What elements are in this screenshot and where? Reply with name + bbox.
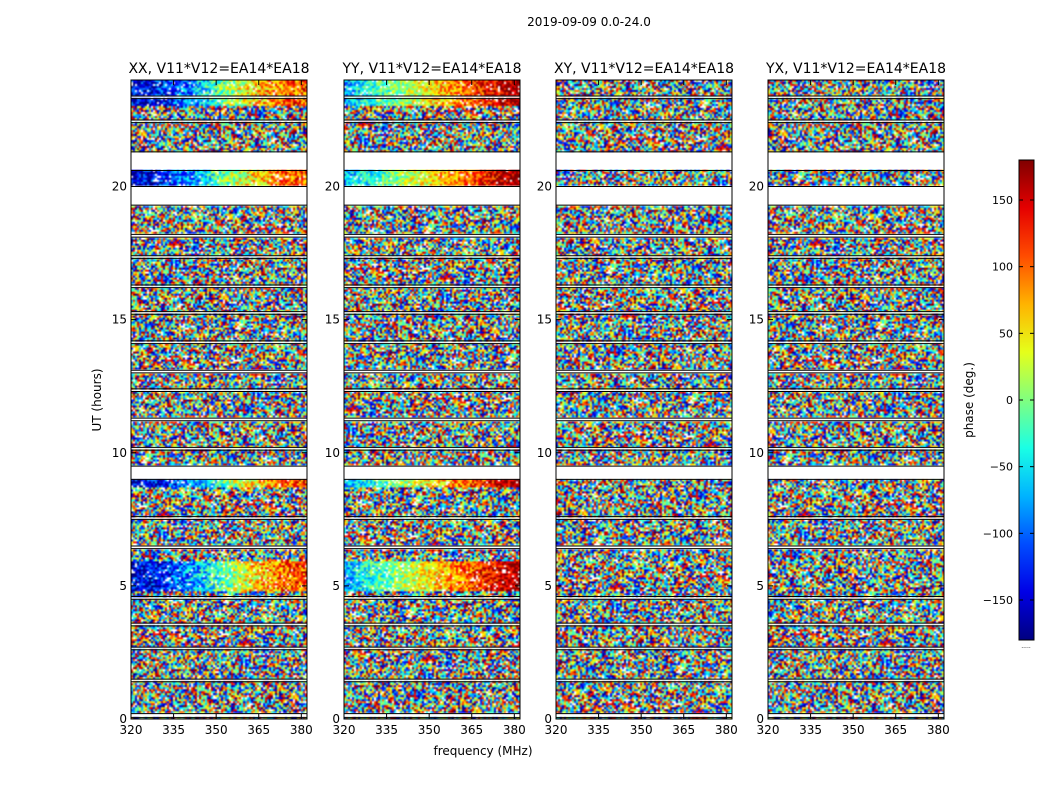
- colorbar-tick-label: −100: [983, 527, 1013, 540]
- y-tick-label: 15: [325, 313, 340, 327]
- y-tick-label: 5: [756, 579, 764, 593]
- panel-title: XX, V11*V12=EA14*EA18: [128, 61, 309, 77]
- x-tick-label: 335: [587, 723, 610, 737]
- x-tick-label: 350: [630, 723, 653, 737]
- x-tick-label: 320: [757, 723, 780, 737]
- y-tick-label: 10: [749, 446, 764, 460]
- y-tick-label: 10: [112, 446, 127, 460]
- y-tick-label: 0: [119, 712, 127, 726]
- panel-frame: [130, 79, 308, 720]
- x-tick-label: 320: [333, 723, 356, 737]
- x-tick-label: 365: [460, 723, 483, 737]
- panel-yx: YX, V11*V12=EA14*EA18 320 335 350 365 380 0 5 10…: [749, 61, 950, 737]
- x-tick-label: 320: [545, 723, 568, 737]
- colorbar-label: phase (deg.): [962, 362, 976, 438]
- colorbar-bottom-label: .....: [1021, 643, 1031, 650]
- x-tick-label: 320: [120, 723, 143, 737]
- colorbar-tick-label: 100: [992, 261, 1013, 274]
- y-tick-label: 10: [325, 446, 340, 460]
- panel-frame: [343, 79, 521, 720]
- y-tick-label: 20: [325, 180, 340, 194]
- panel-title: XY, V11*V12=EA14*EA18: [554, 61, 734, 77]
- colorbar-tick-label: −50: [990, 461, 1013, 474]
- y-tick-label: 20: [537, 180, 552, 194]
- y-tick-label: 10: [537, 446, 552, 460]
- y-tick-label: 20: [749, 180, 764, 194]
- panel-title: YX, V11*V12=EA14*EA18: [765, 61, 946, 77]
- panel-frame: [555, 79, 733, 720]
- y-tick-label: 5: [119, 579, 127, 593]
- colorbar-tick-label: −150: [983, 594, 1013, 607]
- y-tick-label: 15: [112, 313, 127, 327]
- x-tick-label: 380: [290, 723, 313, 737]
- x-tick-label: 380: [503, 723, 526, 737]
- figure-suptitle: 2019-09-09 0.0-24.0: [527, 15, 651, 29]
- colorbar-tick-label: 150: [992, 194, 1013, 207]
- y-tick-label: 15: [537, 313, 552, 327]
- colorbar: 150 100 50 0 −50 −100 −150: [983, 159, 1035, 641]
- x-tick-label: 380: [715, 723, 738, 737]
- x-tick-label: 365: [672, 723, 695, 737]
- panel-title: YY, V11*V12=EA14*EA18: [342, 61, 522, 77]
- y-tick-label: 0: [332, 712, 340, 726]
- panel-yy: YY, V11*V12=EA14*EA18 320 335 350 365 380 0 5 10…: [325, 61, 526, 737]
- x-tick-label: 350: [205, 723, 228, 737]
- x-tick-label: 335: [162, 723, 185, 737]
- x-tick-label: 335: [375, 723, 398, 737]
- colorbar-tick-label: 50: [999, 327, 1013, 340]
- y-tick-label: 20: [112, 180, 127, 194]
- x-tick-label: 350: [842, 723, 865, 737]
- x-tick-label: 380: [927, 723, 950, 737]
- y-tick-label: 5: [544, 579, 552, 593]
- y-tick-label: 0: [544, 712, 552, 726]
- panel-frame: [767, 79, 945, 720]
- x-tick-label: 365: [884, 723, 907, 737]
- x-tick-label: 335: [799, 723, 822, 737]
- y-axis-label: UT (hours): [90, 368, 104, 431]
- y-tick-label: 15: [749, 313, 764, 327]
- y-tick-label: 0: [756, 712, 764, 726]
- x-tick-label: 350: [418, 723, 441, 737]
- x-tick-label: 365: [247, 723, 270, 737]
- x-axis-label: frequency (MHz): [433, 744, 532, 758]
- colorbar-tick-label: 0: [1006, 394, 1013, 407]
- plot-panels: XX, V11*V12=EA14*EA18 320 335 350 365 380 0 5 10…: [112, 61, 950, 737]
- panel-xx: XX, V11*V12=EA14*EA18 320 335 350 365 380 0 5 10…: [112, 61, 313, 737]
- y-tick-label: 5: [332, 579, 340, 593]
- panel-xy: XY, V11*V12=EA14*EA18 320 335 350 365 380 0 5 10…: [537, 61, 738, 737]
